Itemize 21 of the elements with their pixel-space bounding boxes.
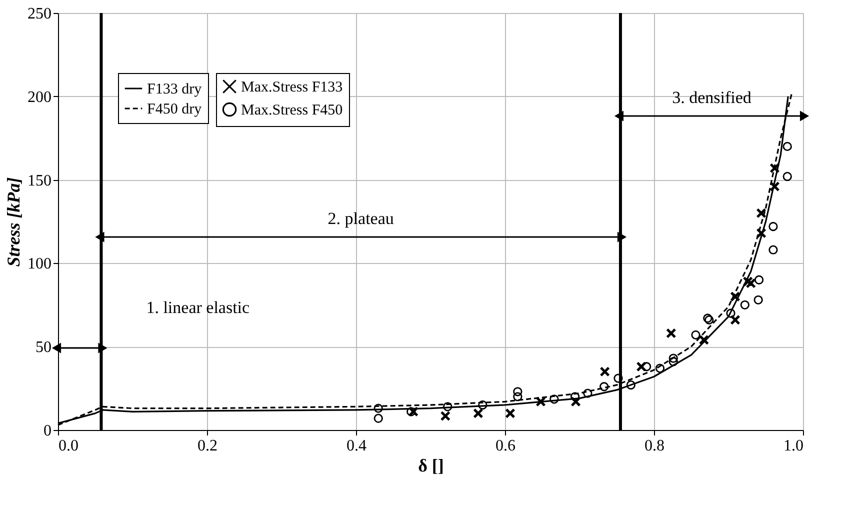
y-tick-label: 0 xyxy=(44,422,52,440)
legend-label: F133 dry xyxy=(147,82,202,98)
y-tick-label: 250 xyxy=(28,6,52,22)
y-tick-label: 150 xyxy=(28,172,52,190)
x-tick-label: 0.4 xyxy=(346,438,366,454)
x-tick-label: 0.2 xyxy=(198,438,218,454)
y-tick-label: 50 xyxy=(36,339,52,356)
legend-label: F450 dry xyxy=(147,102,202,118)
y-axis-title: Stress [kPa] xyxy=(4,177,24,267)
x-tick-label: 0.6 xyxy=(496,438,516,454)
legend-label: Max.Stress F450 xyxy=(241,102,343,118)
annotation: 2. plateau xyxy=(328,209,394,228)
x-tick-label: 0.0 xyxy=(58,438,78,454)
x-axis-title: δ [] xyxy=(418,456,444,476)
y-tick-label: 100 xyxy=(28,256,52,273)
x-tick-label: 1.0 xyxy=(784,438,804,454)
legend-label: Max.Stress F133 xyxy=(241,80,343,96)
y-tick-label: 200 xyxy=(28,88,52,106)
annotation: 3. densified xyxy=(672,88,752,107)
x-tick-label: 0.8 xyxy=(644,438,664,454)
annotation: 1. linear elastic xyxy=(146,298,250,317)
